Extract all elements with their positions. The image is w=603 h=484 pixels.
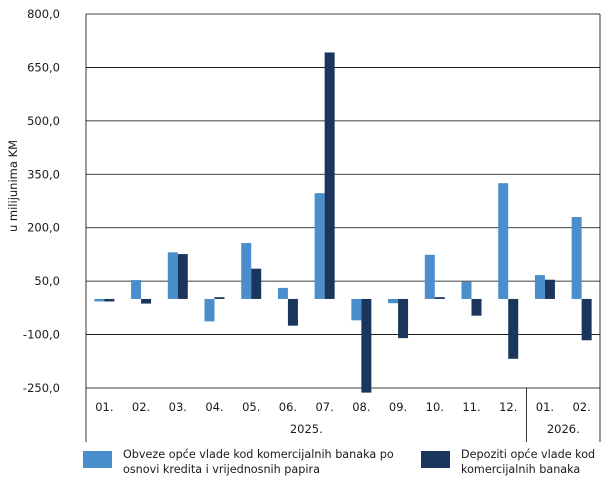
x-tick-label: 05.	[242, 400, 260, 414]
bar-series-1-7	[314, 193, 325, 299]
x-tick-label: 07.	[315, 400, 333, 414]
x-tick-label: 09.	[389, 400, 407, 414]
axes: 800,0 650,0 500,0 350,0 200,0 50,0 -100,0 -250,…	[23, 7, 601, 442]
x-tick-label: 10.	[426, 400, 444, 414]
y-tick-label: -100,0	[23, 328, 60, 342]
bar-series-1-10	[424, 254, 435, 299]
bar-series-2-1	[104, 298, 115, 302]
bar-series-2-14	[581, 298, 592, 341]
legend-swatch-obveze	[83, 451, 112, 468]
bar-series-1-3	[167, 252, 178, 299]
bar-series-1-2	[131, 280, 142, 299]
gridlines	[86, 13, 600, 389]
bar-series-1-13	[534, 275, 545, 299]
y-tick-label: -250,0	[23, 381, 60, 395]
bar-series-2-8	[361, 298, 372, 393]
y-axis-label: u milijunima KM	[6, 140, 20, 232]
y-tick-label: 500,0	[27, 114, 60, 128]
x-tick-label: 11.	[462, 400, 480, 414]
bar-series-2-6	[287, 298, 298, 326]
bar-series-1-14	[571, 217, 582, 299]
x-tick-label: 02.	[132, 400, 150, 414]
legend-label-obveze: Obveze opće vlade kod komercijalnih bana…	[123, 448, 394, 476]
legend-swatch-depoziti	[421, 451, 450, 468]
x-tick-label: 12.	[499, 400, 517, 414]
bar-series-1-5	[241, 243, 252, 299]
x-tick-label: 02.	[572, 400, 590, 414]
bar-series-2-11	[471, 298, 482, 316]
legend-label-depoziti: Depoziti opće vlade kod komercijalnih ba…	[461, 448, 596, 476]
y-tick-label: 50,0	[34, 274, 60, 288]
bar-series-2-13	[544, 279, 555, 299]
bar-series-1-4	[204, 298, 215, 322]
y-tick-label: 800,0	[27, 7, 60, 21]
y-tick-label: 650,0	[27, 60, 60, 74]
x-tick-label: 01.	[95, 400, 113, 414]
x-tick-label: 04.	[205, 400, 223, 414]
x-tick-label: 06.	[279, 400, 297, 414]
bar-series-2-12	[508, 298, 519, 359]
bar-series-2-2	[141, 298, 152, 304]
bar-series-2-10	[434, 297, 445, 299]
group-label: 2025.	[290, 422, 323, 436]
bar-series-2-9	[398, 298, 409, 339]
bar-series-1-6	[277, 287, 288, 299]
bar-series-1-1	[94, 298, 105, 302]
bars	[94, 52, 592, 393]
bar-series-1-11	[461, 281, 472, 299]
bar-series-2-5	[251, 268, 262, 299]
x-tick-label: 08.	[352, 400, 370, 414]
bar-series-2-3	[177, 254, 188, 299]
bar-series-1-12	[498, 183, 509, 299]
bar-series-2-4	[214, 297, 225, 299]
bar-series-1-8	[351, 298, 362, 321]
x-tick-label: 01.	[536, 400, 554, 414]
bar-series-2-7	[324, 52, 335, 299]
bar-series-1-9	[388, 298, 399, 304]
y-tick-label: 200,0	[27, 221, 60, 235]
group-label: 2026.	[547, 422, 580, 436]
x-tick-label: 03.	[169, 400, 187, 414]
y-tick-label: 350,0	[27, 167, 60, 181]
